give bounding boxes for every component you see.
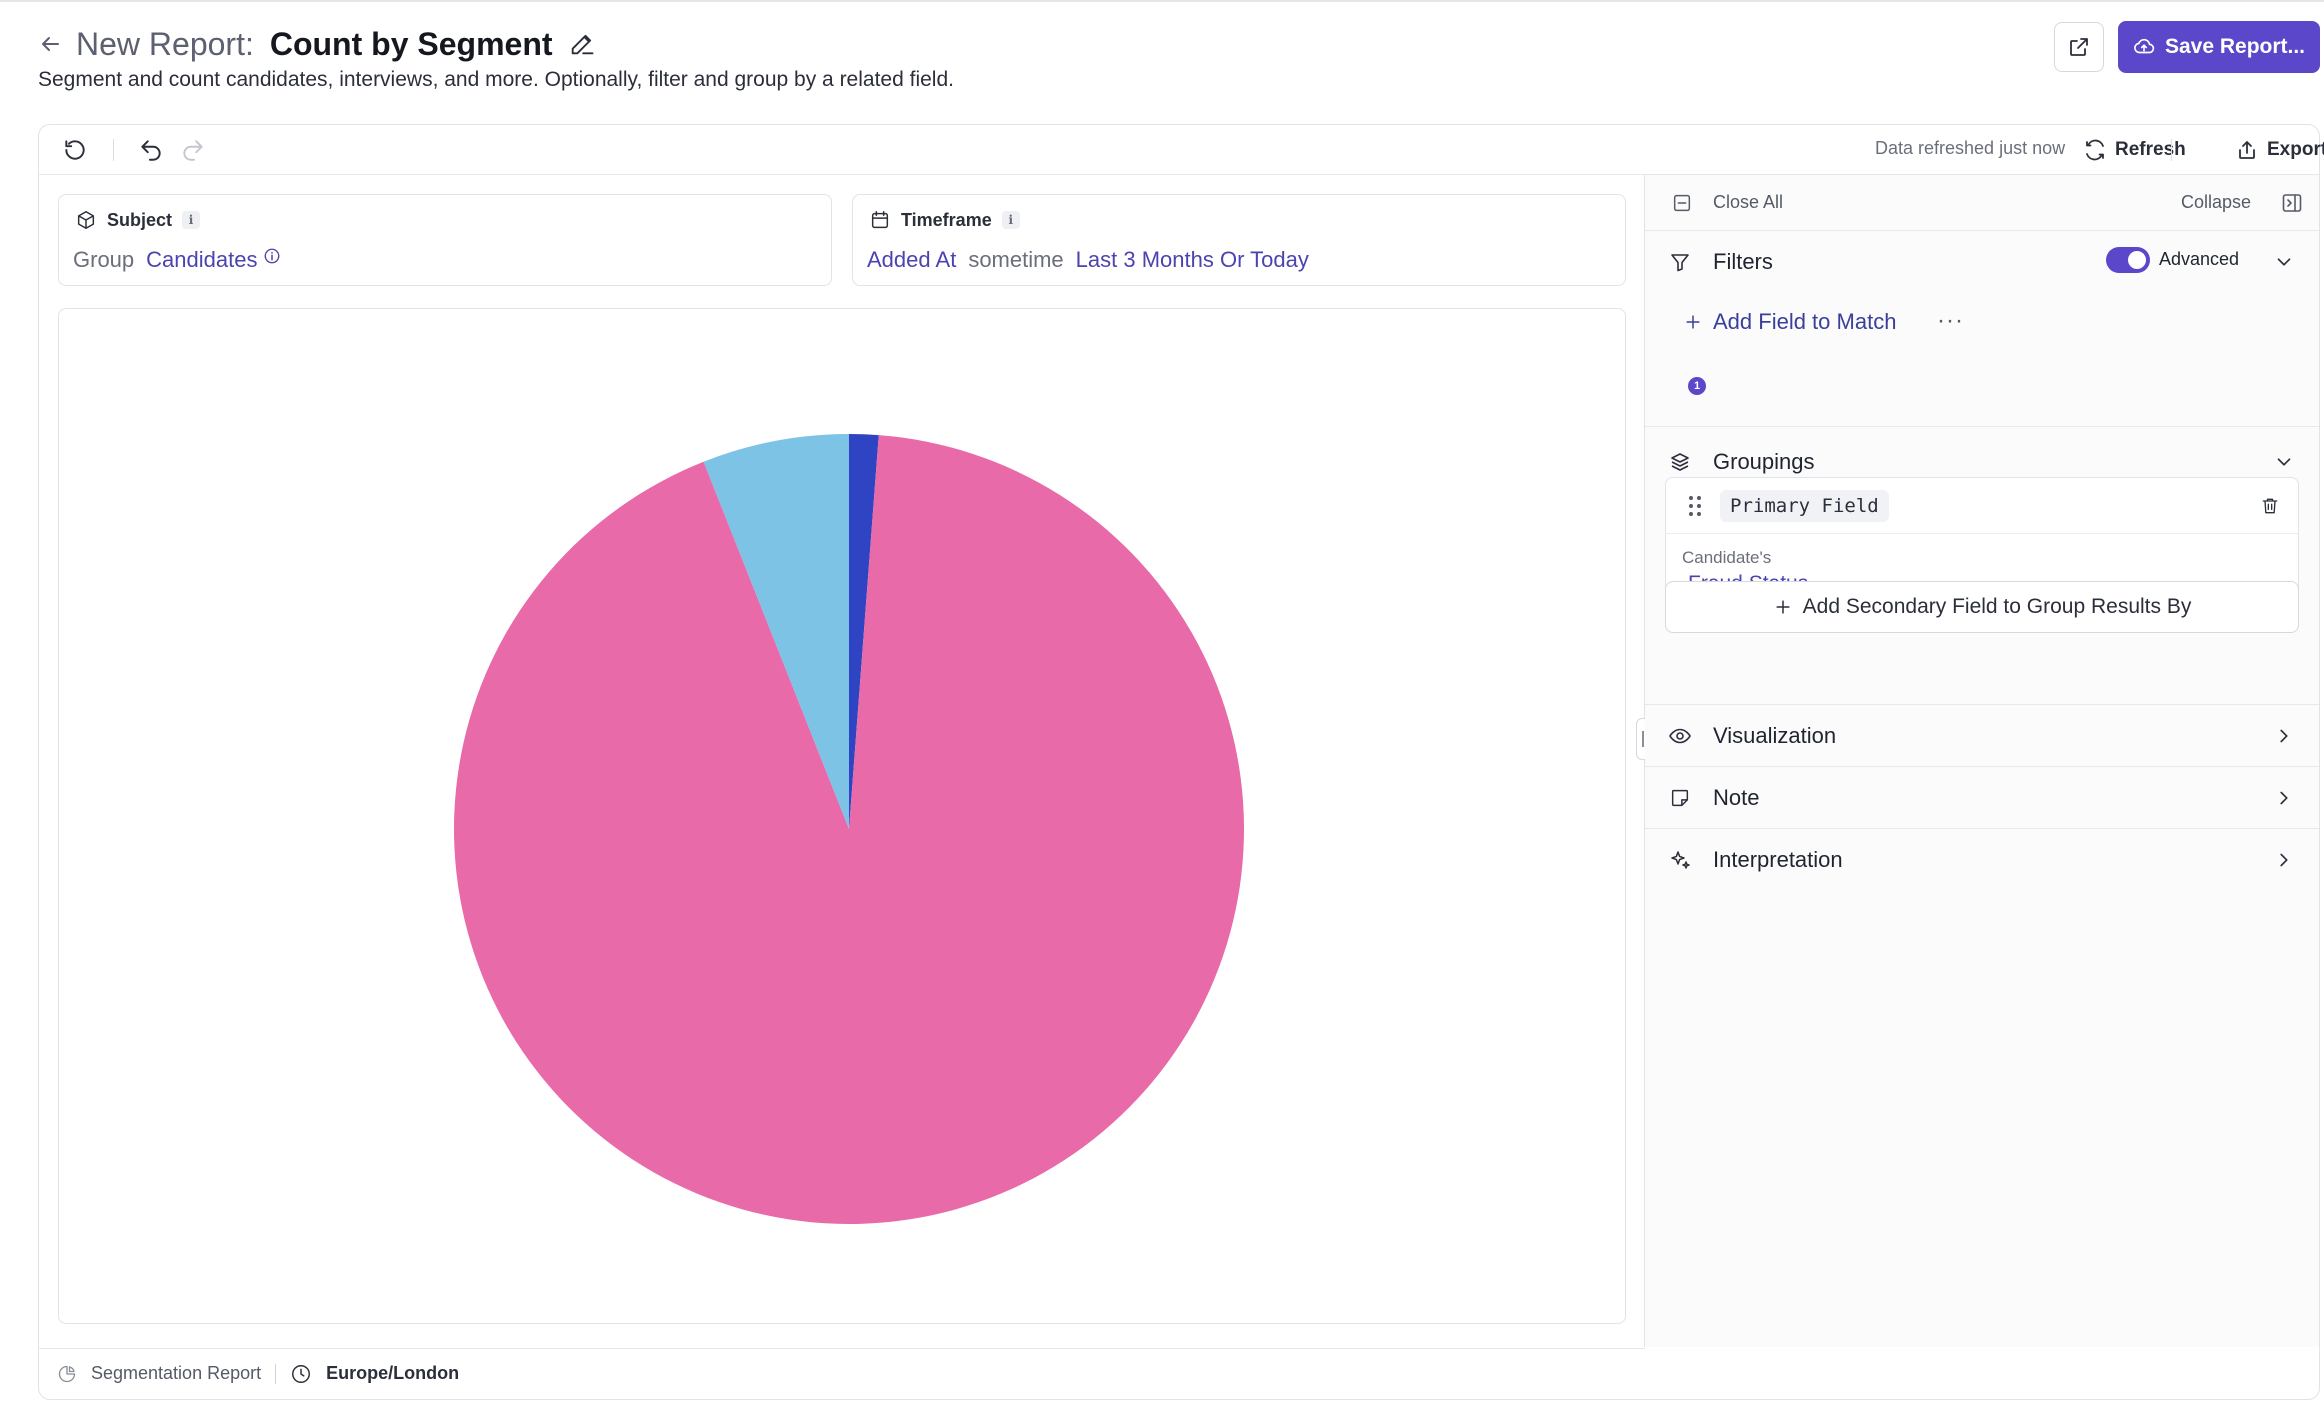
edit-title-icon[interactable] <box>565 27 599 61</box>
close-all-button[interactable]: Close All <box>1713 192 1784 212</box>
eye-icon <box>1665 721 1695 751</box>
chevron-down-icon[interactable] <box>2271 449 2297 475</box>
refreshed-status: Data refreshed just now <box>1875 138 2066 158</box>
subject-value-link[interactable]: Candidates <box>146 247 258 272</box>
external-link-icon <box>2070 38 2088 56</box>
save-report-button[interactable]: Save Report... <box>2118 21 2320 73</box>
page-subtitle: Segment and count candidates, interviews… <box>38 68 954 91</box>
top-border <box>0 0 2324 2</box>
primary-grouping-header: Primary Field <box>1666 478 2298 534</box>
pie-slices <box>453 434 1244 1224</box>
layers-icon <box>1665 447 1695 477</box>
title-prefix: New Report: <box>76 25 254 62</box>
pie-chart <box>453 434 1244 1224</box>
timeframe-field-link[interactable]: Added At <box>867 247 957 272</box>
advanced-toggle[interactable] <box>2106 247 2150 273</box>
timezone-label[interactable]: Europe/London <box>326 1363 460 1383</box>
export-label: Export... <box>2267 139 2324 160</box>
add-field-to-match-button[interactable]: Add Field to Match <box>1683 309 1896 335</box>
plus-icon <box>1686 315 1700 329</box>
timeframe-qualifier[interactable]: sometime <box>968 247 1064 272</box>
add-field-label: Add Field to Match <box>1713 309 1897 334</box>
status-bar: Segmentation Report Europe/London <box>39 1348 1645 1398</box>
subject-prefix: Group <box>73 247 135 272</box>
subject-info-icon[interactable]: i <box>182 211 201 229</box>
settings-sidebar: Close All Collapse Filters Advanced Add … <box>1645 175 2319 1347</box>
chevron-right-icon[interactable] <box>2271 847 2297 873</box>
refresh-label: Refresh <box>2115 139 2186 160</box>
groupings-count-badge: 1 <box>1688 377 1706 395</box>
report-type-label: Segmentation Report <box>91 1363 262 1383</box>
timeframe-card[interactable]: Timeframe i Added At sometime Last 3 Mon… <box>852 194 1626 286</box>
reset-icon[interactable] <box>59 134 91 166</box>
timeframe-body: Added At sometime Last 3 Months Or Today <box>867 247 1309 273</box>
collapse-button[interactable]: Collapse <box>2181 192 2252 212</box>
filters-title[interactable]: Filters <box>1713 249 1773 274</box>
chevron-right-icon[interactable] <box>2271 785 2297 811</box>
note-section[interactable]: Note <box>1645 767 2319 829</box>
undo-icon[interactable] <box>135 134 167 166</box>
status-divider <box>275 1363 277 1384</box>
pie-slice-1[interactable] <box>849 434 879 829</box>
timeframe-info-icon[interactable]: i <box>1001 211 1020 229</box>
visualization-section[interactable]: Visualization <box>1645 705 2319 767</box>
subject-body: Group Candidates <box>73 247 281 273</box>
interpretation-section[interactable]: Interpretation <box>1645 829 2319 891</box>
filter-icon <box>1665 247 1695 277</box>
visualization-title: Visualization <box>1713 723 1837 748</box>
grouping-owner-label: Candidate's <box>1682 548 1772 567</box>
timeframe-header: Timeframe i <box>869 209 1020 231</box>
sticky-note-icon <box>1665 783 1695 813</box>
toolbar-divider <box>113 139 114 161</box>
page-header: New Report: Count by Segment <box>36 22 599 66</box>
subject-label: Subject <box>107 209 173 230</box>
chevron-right-icon[interactable] <box>2271 723 2297 749</box>
filters-section: Filters Advanced Add Field to Match ··· <box>1645 231 2319 427</box>
drag-handle-icon[interactable] <box>1682 492 1708 520</box>
more-options-icon[interactable]: ··· <box>1937 307 1964 334</box>
note-title: Note <box>1713 785 1760 810</box>
subject-header: Subject i <box>75 209 201 231</box>
cloud-upload-icon <box>2134 38 2155 54</box>
add-secondary-grouping-button[interactable]: Add Secondary Field to Group Results By <box>1665 581 2299 633</box>
groupings-title[interactable]: Groupings <box>1713 449 1815 474</box>
interpretation-title: Interpretation <box>1713 847 1843 872</box>
redo-icon[interactable] <box>177 134 209 166</box>
back-arrow-icon[interactable] <box>36 30 64 58</box>
calendar-icon <box>871 211 889 229</box>
pie-chart-icon <box>58 1365 76 1382</box>
pie-slice-3[interactable] <box>703 434 849 829</box>
pane-splitter <box>1644 175 1645 1347</box>
sparkles-icon <box>1665 845 1695 875</box>
save-report-label: Save Report... <box>2164 35 2306 58</box>
report-toolbar: Data refreshed just now Refresh Export..… <box>39 125 2324 175</box>
add-secondary-label: Add Secondary Field to Group Results By <box>1802 595 2192 618</box>
share-export-icon <box>2239 141 2255 159</box>
cube-icon <box>77 211 95 229</box>
plus-icon <box>1776 600 1790 614</box>
primary-field-chip: Primary Field <box>1720 490 1889 522</box>
chart-card <box>58 308 1626 1324</box>
groupings-section: Groupings Primary Field Candidate's Frau… <box>1645 427 2319 705</box>
pie-slice-2[interactable] <box>453 435 1244 1224</box>
collapse-all-icon[interactable] <box>1667 188 1697 218</box>
sidebar-top-row: Close All Collapse <box>1645 175 2319 231</box>
sidebar-collapse-icon[interactable] <box>2277 188 2307 218</box>
chevron-down-icon[interactable] <box>2271 249 2297 275</box>
open-external-button[interactable] <box>2054 22 2104 72</box>
advanced-label: Advanced <box>2159 249 2240 269</box>
trash-icon[interactable] <box>2256 492 2284 520</box>
toolbar-divider <box>2171 139 2172 161</box>
info-circle-icon[interactable] <box>263 247 281 265</box>
timeframe-range-link[interactable]: Last 3 Months Or Today <box>1075 247 1309 272</box>
refresh-icon <box>2086 139 2104 161</box>
refresh-button[interactable]: Refresh <box>2083 133 2186 167</box>
page-title: Count by Segment <box>269 25 553 62</box>
clock-icon <box>292 1364 311 1383</box>
subject-card[interactable]: Subject i Group Candidates <box>58 194 832 286</box>
timeframe-label: Timeframe <box>901 209 992 230</box>
export-button[interactable]: Export... <box>2235 133 2324 167</box>
